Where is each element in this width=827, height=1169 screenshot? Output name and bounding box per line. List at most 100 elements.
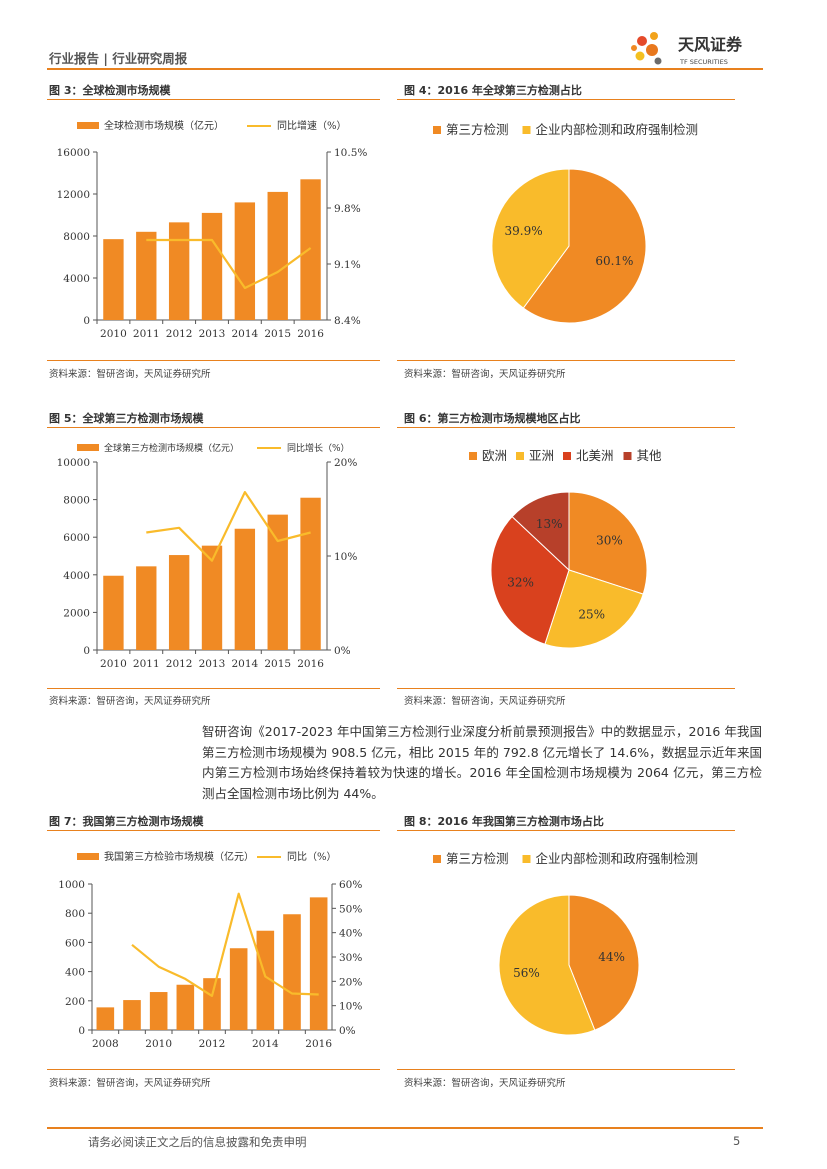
fig3-left-tick-label: 16000 xyxy=(57,147,90,159)
fig3-x-tick-label: 2014 xyxy=(231,328,258,340)
fig7-legend-bar-swatch xyxy=(77,853,99,860)
fig4-legend-label: 企业内部检测和政府强制检测 xyxy=(536,122,699,137)
fig5-growth-line xyxy=(146,490,311,562)
fig6-slice xyxy=(490,515,570,645)
fig7-right-tick-label: 0% xyxy=(339,1025,356,1037)
fig7-bottom-rule xyxy=(47,1069,380,1070)
fig3-bar xyxy=(103,239,124,320)
fig4-title: 图 4：2016 年全球第三方检测占比 xyxy=(404,84,582,97)
body-paragraph: 智研咨询《2017-2023 年中国第三方检测行业深度分析前景预测报告》中的数据… xyxy=(202,722,762,804)
footer-rule xyxy=(47,1127,763,1129)
fig8-slice-label: 44% xyxy=(598,950,625,964)
fig8-legend-swatch xyxy=(433,855,441,863)
fig3-left-tick-label: 12000 xyxy=(57,189,90,201)
fig7-bar xyxy=(203,978,221,1030)
fig3-x-tick-label: 2015 xyxy=(264,328,291,340)
fig5-x-tick-label: 2015 xyxy=(264,658,291,670)
fig3-bar xyxy=(267,191,288,320)
fig4-chart: 第三方检测 企业内部检测和政府强制检测 60.1% 39.9% xyxy=(433,122,699,324)
fig5-bar xyxy=(103,575,124,650)
fig3-legend-bar-label: 全球检测市场规模（亿元） xyxy=(104,119,224,132)
fig7-right-tick-label: 20% xyxy=(339,976,362,988)
fig8-title: 图 8：2016 年我国第三方检测市场占比 xyxy=(404,815,604,828)
fig7-left-tick-label: 1000 xyxy=(58,879,85,891)
fig5-bar xyxy=(300,497,321,650)
fig7-bar xyxy=(149,992,168,1030)
fig3-x-tick-label: 2010 xyxy=(100,328,127,340)
fig3-legend-line-label: 同比增速（%） xyxy=(277,119,347,132)
fig5-bar xyxy=(201,545,223,650)
fig6-slice xyxy=(511,491,570,572)
fig3-legend-bar-swatch xyxy=(77,122,99,129)
body-paragraph-text: 智研咨询《2017-2023 年中国第三方检测行业深度分析前景预测报告》中的数据… xyxy=(202,724,762,801)
fig7-bar xyxy=(309,897,328,1030)
fig7-x-tick-label: 2010 xyxy=(145,1038,172,1050)
fig7-bar xyxy=(123,1000,141,1030)
fig5-title: 图 5：全球第三方检测市场规模 xyxy=(49,412,204,425)
fig8-slice xyxy=(498,894,596,1036)
fig3-source: 资料来源：智研咨询，天风证券研究所 xyxy=(49,369,211,380)
fig5-legend-bar-label: 全球第三方检测市场规模（亿元） xyxy=(104,442,239,454)
fig3-bar xyxy=(136,231,157,320)
fig5-left-tick-label: 4000 xyxy=(63,570,90,582)
fig3-left-tick-label: 4000 xyxy=(63,273,90,285)
fig5-x-tick-label: 2014 xyxy=(231,658,258,670)
fig7-x-tick-label: 2014 xyxy=(252,1038,279,1050)
brand-cn: 天风证券 xyxy=(678,35,743,54)
fig5-x-tick-label: 2010 xyxy=(100,658,127,670)
fig7-bar xyxy=(256,930,275,1030)
fig6-legend-label: 亚洲 xyxy=(529,448,554,463)
fig8-legend-label: 第三方检测 xyxy=(446,851,509,866)
fig7-bar xyxy=(96,1007,115,1030)
fig5-right-tick-label: 10% xyxy=(334,551,357,563)
fig7-chart: 我国第三方检验市场规模（亿元） 同比（%） 0 200 400 600 800 1000 0% 1… xyxy=(58,850,362,1050)
header-rule xyxy=(47,68,763,70)
fig4-legend-swatch xyxy=(433,126,441,134)
fig8-chart: 第三方检测 企业内部检测和政府强制检测 44% 56% xyxy=(433,851,699,1036)
fig5-x-tick-label: 2016 xyxy=(297,658,324,670)
fig7-left-tick-label: 0 xyxy=(78,1025,85,1037)
fig3-right-tick-label: 8.4% xyxy=(334,315,361,327)
fig5-left-tick-label: 8000 xyxy=(63,495,90,507)
fig3-bar xyxy=(168,222,190,320)
fig7-left-tick-label: 800 xyxy=(65,908,85,920)
fig5-legend-bar-swatch xyxy=(77,444,99,451)
fig4-slice-label: 60.1% xyxy=(595,254,633,268)
fig5-top-rule xyxy=(47,427,380,428)
fig6-legend-swatch xyxy=(563,452,571,460)
fig6-title: 图 6：第三方检测市场规模地区占比 xyxy=(404,412,581,425)
fig7-x-tick-label: 2008 xyxy=(92,1038,119,1050)
fig7-x-tick-label: 2012 xyxy=(199,1038,226,1050)
fig4-slice xyxy=(491,168,570,309)
fig3-x-tick-label: 2012 xyxy=(166,328,193,340)
fig7-legend-line-label: 同比（%） xyxy=(287,851,337,863)
fig7-top-rule xyxy=(47,830,380,831)
fig3-bar xyxy=(300,179,321,320)
fig7-source: 资料来源：智研咨询，天风证券研究所 xyxy=(49,1078,211,1089)
fig5-left-tick-label: 10000 xyxy=(57,457,90,469)
report-label: 行业报告 | 行业研究周报 xyxy=(49,51,188,66)
fig5-right-tick-label: 0% xyxy=(334,645,351,657)
fig8-bottom-rule xyxy=(397,1069,735,1070)
fig7-right-tick-label: 10% xyxy=(339,1001,362,1013)
fig6-legend-swatch xyxy=(469,452,477,460)
fig5-legend-line-label: 同比增长（%） xyxy=(287,442,350,454)
fig5-bottom-rule xyxy=(47,688,380,689)
fig4-legend-swatch xyxy=(522,126,531,134)
fig7-left-tick-label: 200 xyxy=(65,996,85,1008)
fig4-bottom-rule xyxy=(397,360,735,361)
fig5-left-tick-label: 0 xyxy=(83,645,90,657)
fig8-legend-label: 企业内部检测和政府强制检测 xyxy=(536,851,699,866)
brand-en: TF SECURITIES xyxy=(679,58,728,66)
fig3-left-tick-label: 8000 xyxy=(63,231,90,243)
fig6-bottom-rule xyxy=(397,688,735,689)
fig3-title: 图 3：全球检测市场规模 xyxy=(49,84,171,97)
fig4-top-rule xyxy=(397,99,735,100)
fig7-legend-bar-label: 我国第三方检验市场规模（亿元） xyxy=(104,850,254,863)
fig4-legend-label: 第三方检测 xyxy=(446,122,509,137)
fig5-bar xyxy=(136,566,157,650)
fig6-legend-label: 北美洲 xyxy=(576,448,614,463)
fig6-legend-label: 其他 xyxy=(637,448,663,463)
fig3-bar xyxy=(201,212,223,320)
fig8-legend-swatch xyxy=(522,855,531,863)
